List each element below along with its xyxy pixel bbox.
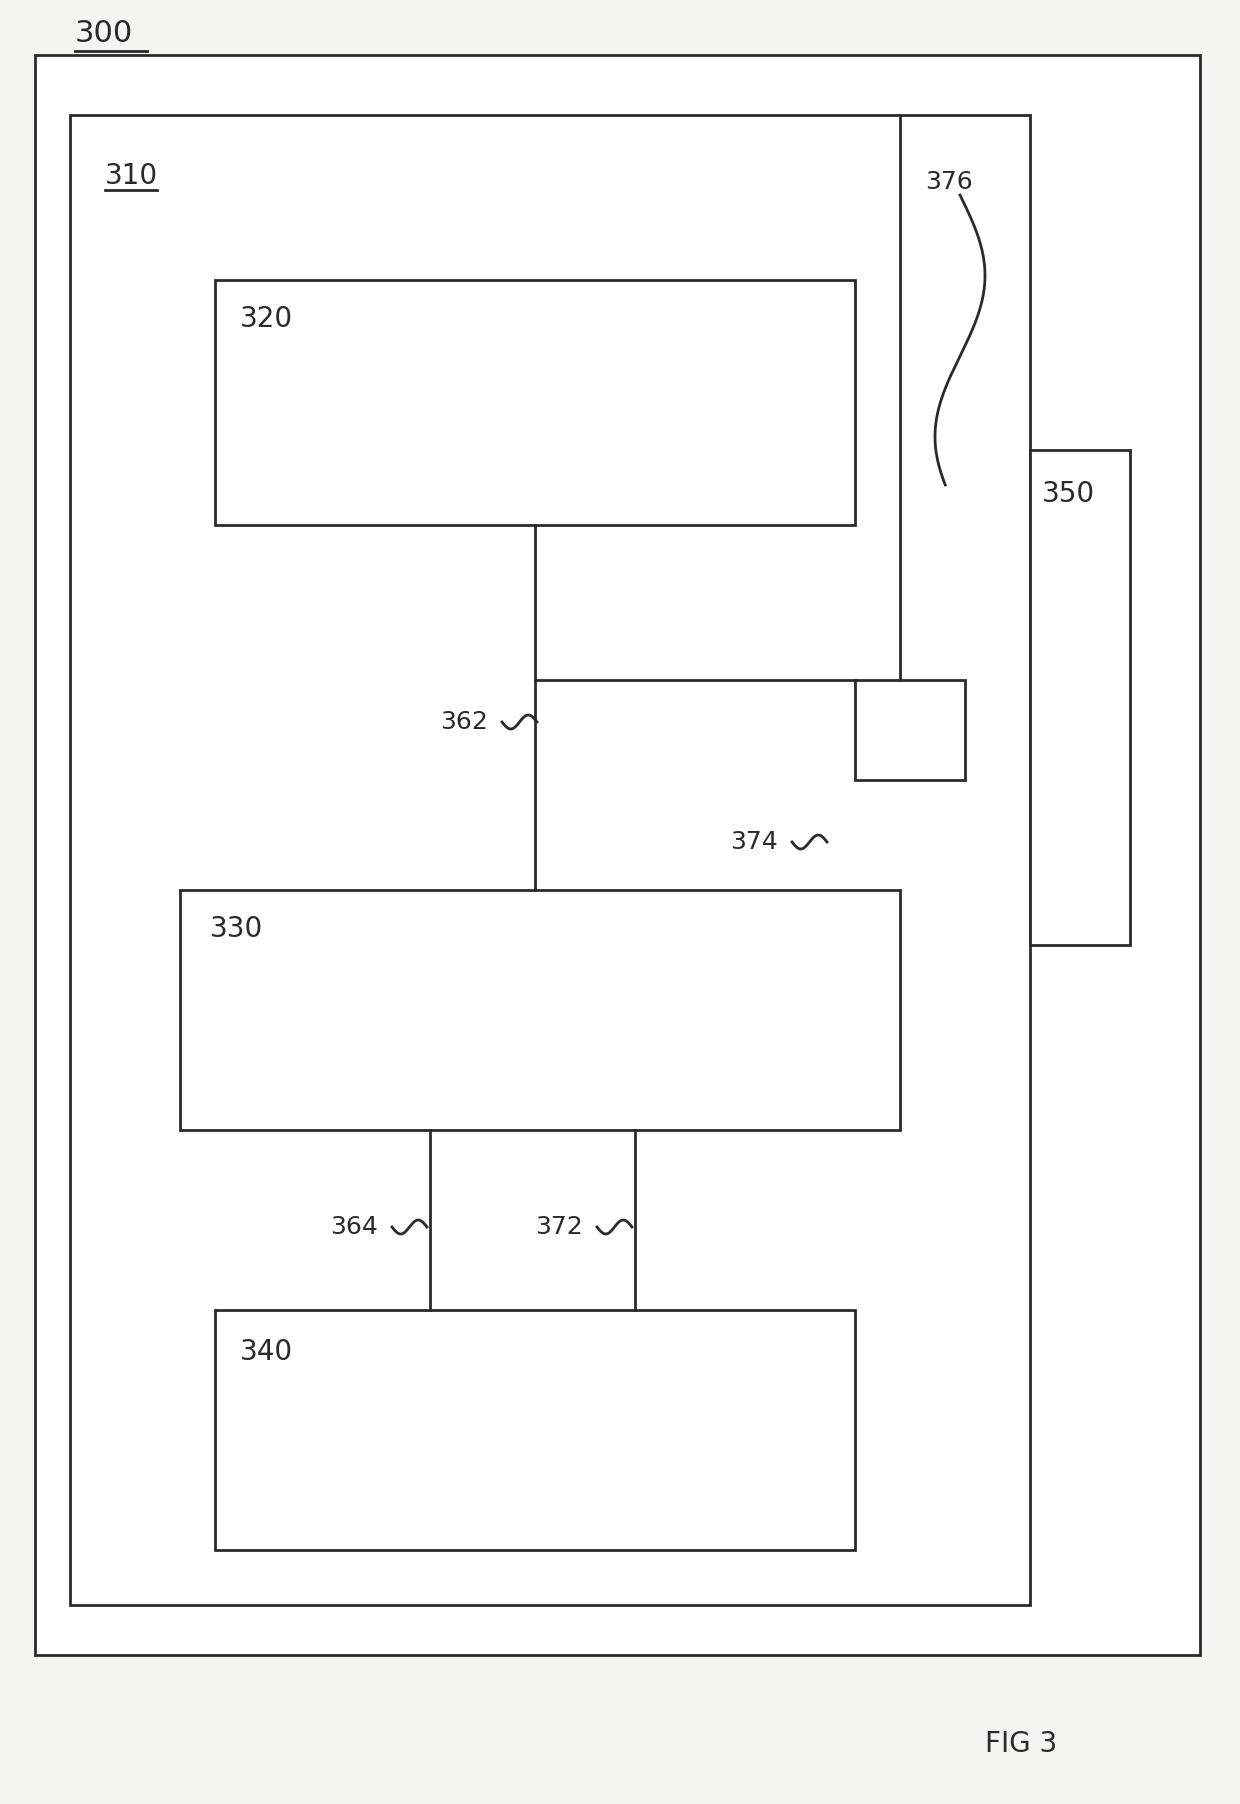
Text: 340: 340 [241,1339,293,1366]
Text: 330: 330 [210,915,263,943]
Text: 320: 320 [241,305,293,334]
Bar [215,280,856,525]
Text: 372: 372 [534,1216,583,1239]
Text: 374: 374 [730,830,777,853]
Bar [856,680,965,779]
Text: 362: 362 [440,711,487,734]
Text: 310: 310 [105,162,159,189]
Bar [35,54,1200,1654]
Text: 364: 364 [330,1216,378,1239]
Text: FIG 3: FIG 3 [985,1730,1058,1759]
Bar [215,1310,856,1550]
Bar [69,115,1030,1606]
Bar [1030,449,1130,945]
Text: 300: 300 [74,20,133,49]
Text: 376: 376 [925,170,972,195]
Bar [180,889,900,1129]
Text: 350: 350 [1042,480,1095,509]
